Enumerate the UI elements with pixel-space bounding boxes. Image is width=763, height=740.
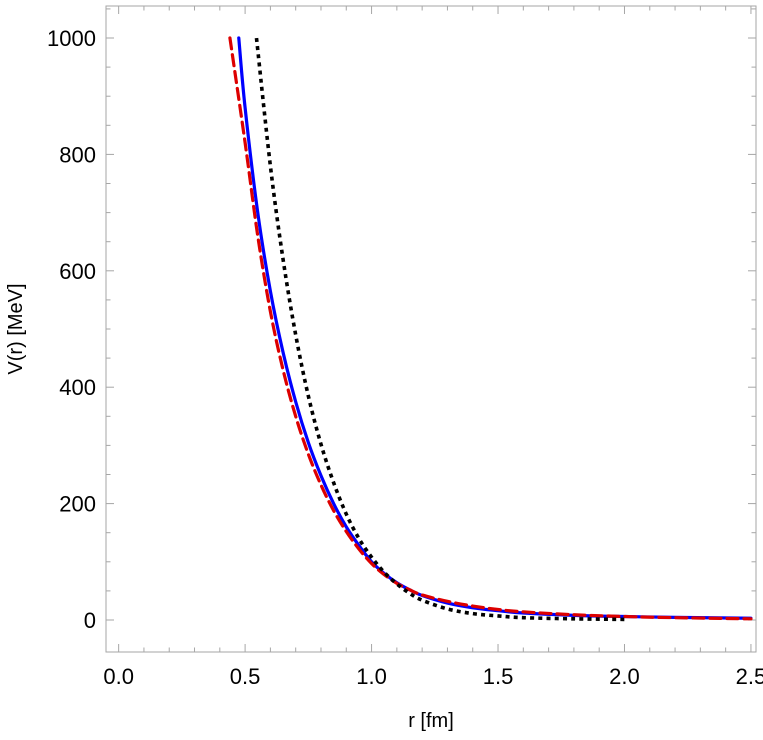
series-layer	[228, 36, 753, 622]
y-tick-label: 200	[59, 492, 96, 517]
series-line-solid-blue	[237, 36, 753, 620]
tick-labels: 0.0 0.5 1.0 1.5 2.0 2.5 0 200 400 600 800 1000	[47, 26, 763, 689]
plot-frame	[105, 5, 757, 653]
y-axis-label: V(r) [MeV]	[5, 283, 27, 374]
x-axis-label: r [fm]	[408, 710, 454, 732]
y-tick-label: 600	[59, 259, 96, 284]
x-tick-label: 2.5	[736, 664, 763, 689]
y-tick-label: 400	[59, 375, 96, 400]
y-tick-label: 0	[84, 608, 96, 633]
x-tick-label: 1.0	[356, 664, 387, 689]
series-line-dotted-black	[254, 37, 625, 622]
y-tick-label: 800	[59, 142, 96, 167]
x-tick-label: 0.0	[103, 664, 134, 689]
y-tick-label: 1000	[47, 26, 96, 51]
x-tick-label: 1.5	[483, 664, 514, 689]
series-line-dashed-red	[228, 36, 753, 621]
x-tick-label: 2.0	[609, 664, 640, 689]
x-tick-label: 0.5	[230, 664, 261, 689]
axis-ticks	[106, 6, 756, 652]
